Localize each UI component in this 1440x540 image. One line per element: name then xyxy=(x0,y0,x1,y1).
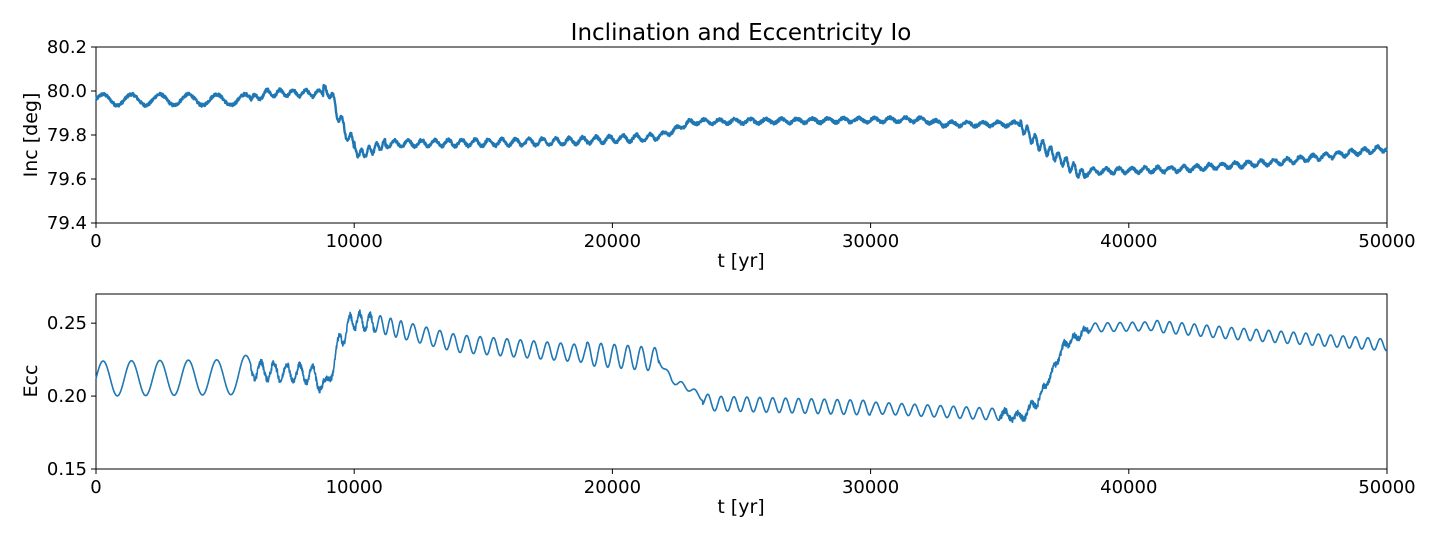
inclination-y-tick-label: 80.0 xyxy=(47,81,87,102)
inclination-x-tick-label: 0 xyxy=(90,231,101,252)
inclination-x-tick-label: 10000 xyxy=(326,231,383,252)
eccentricity-y-tick-label: 0.25 xyxy=(47,313,87,334)
inclination-x-ticks: 0 10000 20000 30000 40000 50000 xyxy=(90,223,1416,252)
eccentricity-x-tick-label: 20000 xyxy=(584,477,641,498)
inclination-y-tick-label: 80.2 xyxy=(47,37,87,58)
inclination-y-tick-label: 79.4 xyxy=(47,213,87,234)
inclination-panel: 0 10000 20000 30000 40000 50000 79.4 79.6 79.8 8… xyxy=(20,37,1416,272)
inclination-x-tick-label: 30000 xyxy=(842,231,899,252)
chart-title: Inclination and Eccentricity Io xyxy=(571,20,912,46)
inclination-x-tick-label: 40000 xyxy=(1100,231,1157,252)
inclination-x-tick-label: 50000 xyxy=(1358,231,1415,252)
eccentricity-x-tick-label: 10000 xyxy=(326,477,383,498)
eccentricity-x-axis-label: t [yr] xyxy=(717,496,764,518)
eccentricity-series-line xyxy=(95,309,1388,424)
inclination-y-tick-label: 79.6 xyxy=(47,169,87,190)
eccentricity-plot-frame xyxy=(95,293,1388,470)
inclination-x-axis-label: t [yr] xyxy=(717,250,764,272)
eccentricity-x-tick-label: 0 xyxy=(90,477,101,498)
inclination-plot-frame xyxy=(95,46,1388,224)
inclination-x-tick-label: 20000 xyxy=(584,231,641,252)
eccentricity-x-tick-label: 40000 xyxy=(1100,477,1157,498)
eccentricity-x-tick-label: 50000 xyxy=(1358,477,1415,498)
eccentricity-x-ticks: 0 10000 20000 30000 40000 50000 xyxy=(90,469,1416,498)
inclination-y-axis-label: Inc [deg] xyxy=(20,93,42,178)
inclination-y-tick-label: 79.8 xyxy=(47,125,87,146)
eccentricity-y-tick-label: 0.15 xyxy=(47,459,87,480)
eccentricity-panel: 0 10000 20000 30000 40000 50000 0.150.200.25 … xyxy=(20,293,1416,518)
eccentricity-y-ticks: 0.15 0.20 0.25 xyxy=(47,313,96,480)
inclination-series-line xyxy=(94,83,1388,180)
eccentricity-y-tick-label: 0.20 xyxy=(47,386,87,407)
eccentricity-y-axis-label: Ecc xyxy=(20,365,42,398)
inclination-y-ticks: 79.4 79.6 79.8 80.0 80.2 xyxy=(47,37,96,234)
eccentricity-x-tick-label: 30000 xyxy=(842,477,899,498)
